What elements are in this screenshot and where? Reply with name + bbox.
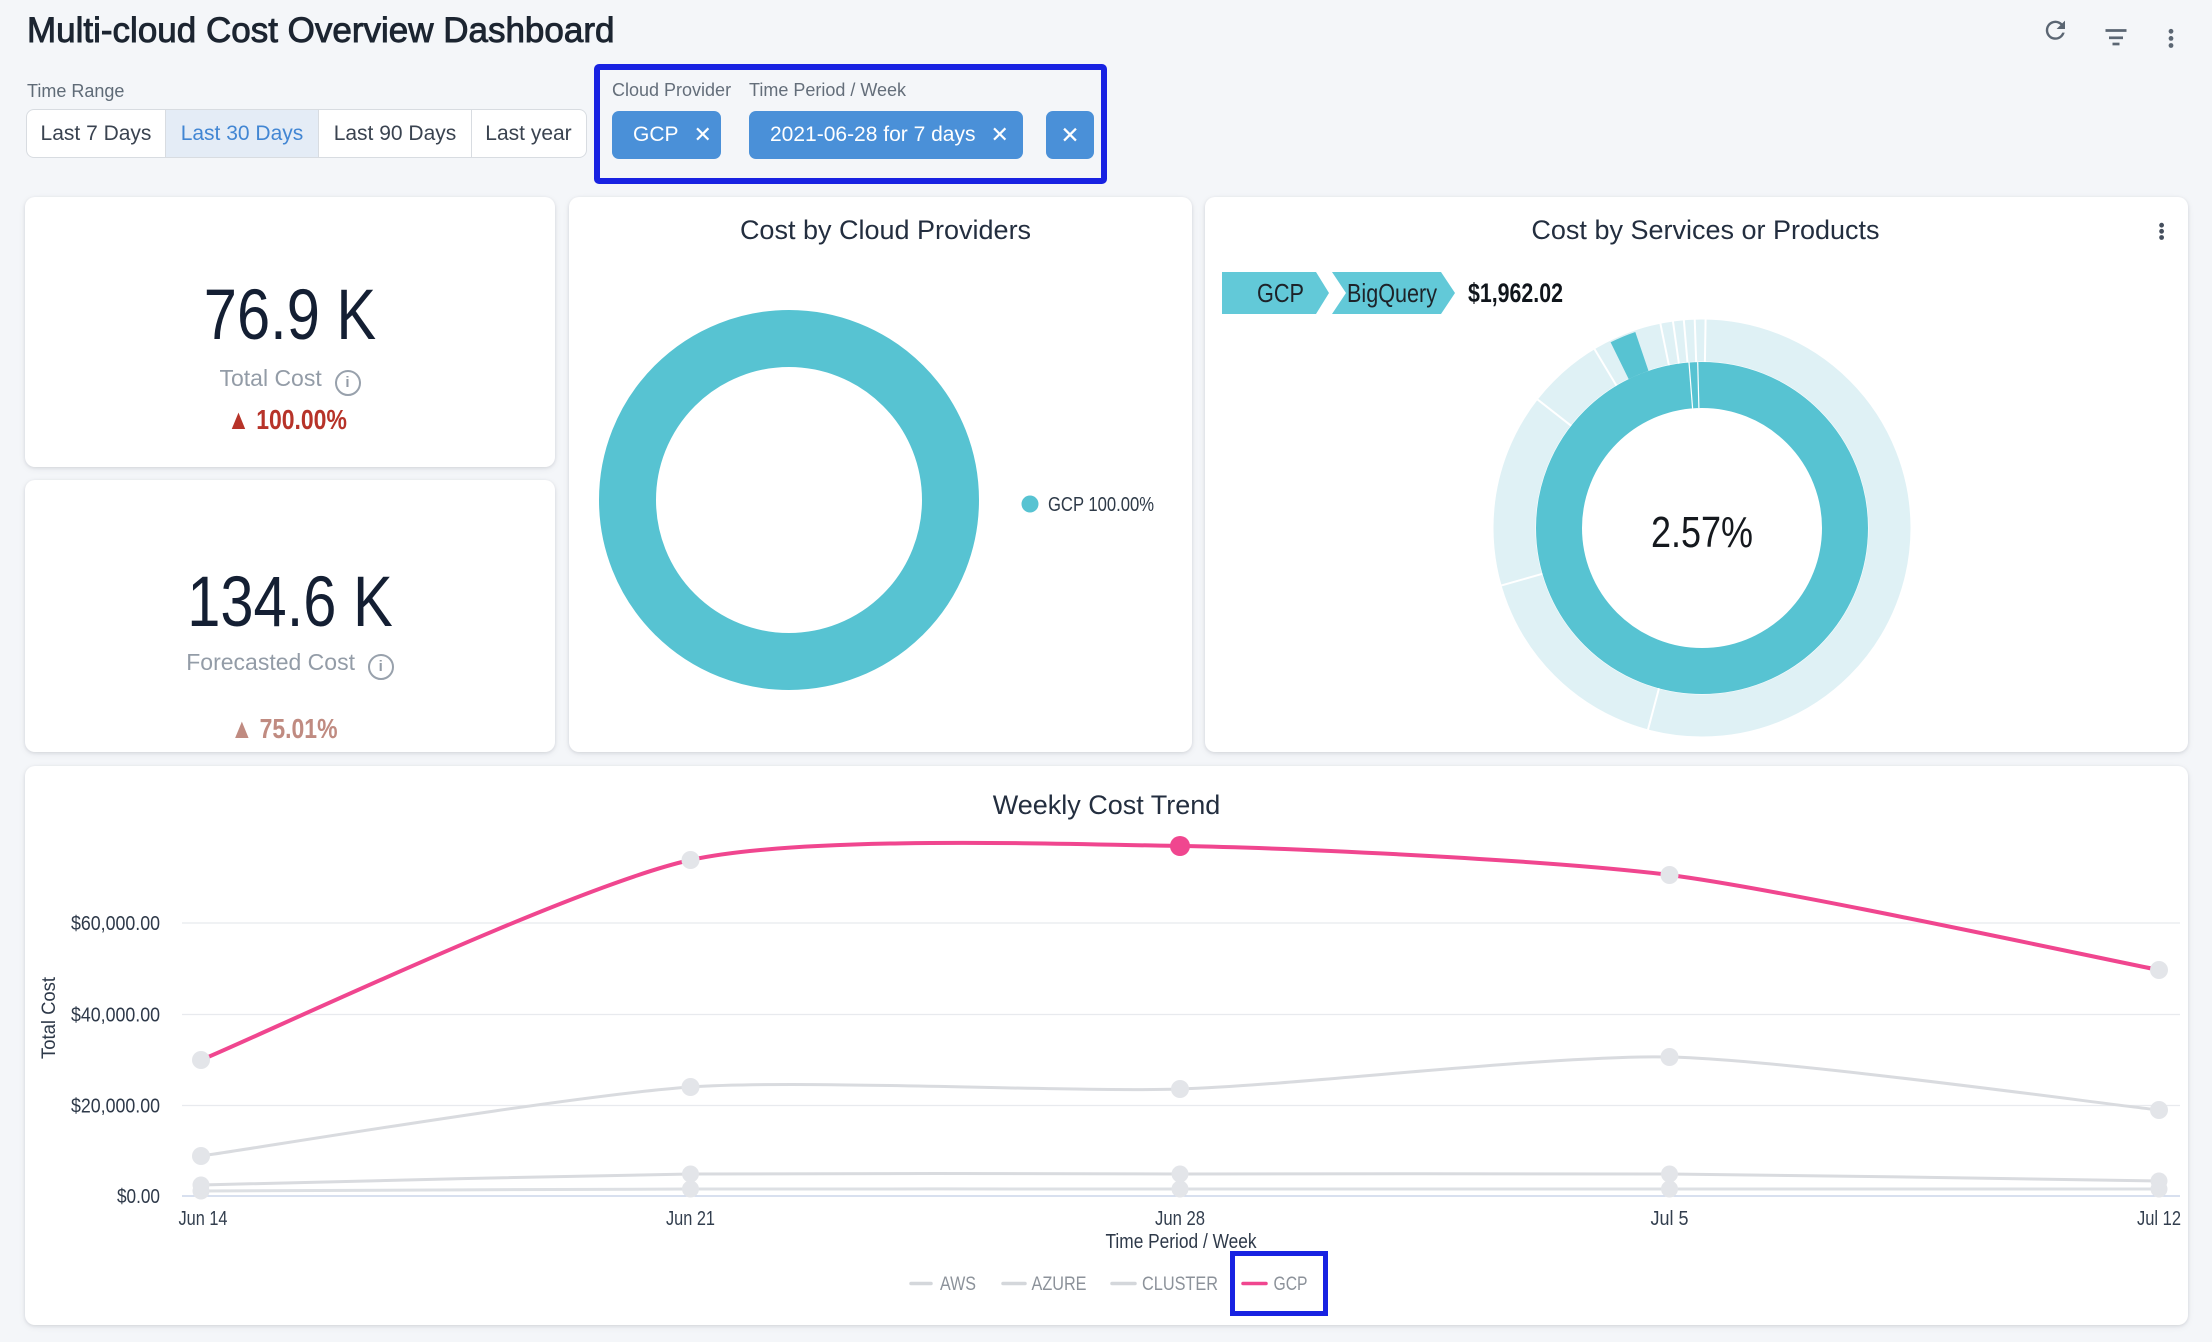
svg-text:$0.00: $0.00 (117, 1186, 160, 1208)
svg-text:GCP: GCP (1274, 1274, 1308, 1295)
svg-text:BigQuery: BigQuery (1347, 278, 1437, 308)
svg-text:Total Cost: Total Cost (39, 976, 60, 1059)
svg-text:Jun 14: Jun 14 (179, 1208, 228, 1230)
svg-text:Time Period / Week: Time Period / Week (1106, 1231, 1258, 1253)
svg-text:2.57%: 2.57% (1651, 508, 1753, 557)
svg-text:$60,000.00: $60,000.00 (71, 913, 160, 935)
svg-text:Jun 28: Jun 28 (1155, 1208, 1205, 1230)
svg-text:GCP: GCP (1257, 278, 1304, 308)
svg-text:$40,000.00: $40,000.00 (71, 1005, 160, 1027)
svg-text:Jun 21: Jun 21 (666, 1208, 715, 1230)
svg-text:CLUSTER: CLUSTER (1142, 1274, 1218, 1295)
svg-text:AWS: AWS (940, 1274, 976, 1295)
svg-text:AZURE: AZURE (1032, 1274, 1087, 1295)
svg-text:$1,962.02: $1,962.02 (1468, 278, 1563, 308)
svg-text:Jul 5: Jul 5 (1651, 1208, 1689, 1230)
svg-text:Jul 12: Jul 12 (2137, 1208, 2181, 1230)
svg-text:GCP 100.00%: GCP 100.00% (1048, 494, 1154, 516)
svg-text:$20,000.00: $20,000.00 (71, 1096, 160, 1118)
